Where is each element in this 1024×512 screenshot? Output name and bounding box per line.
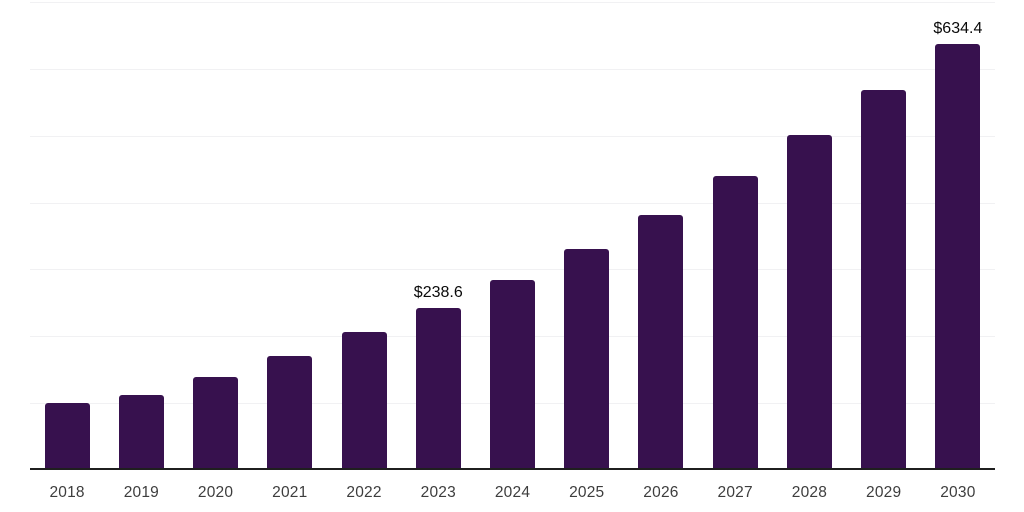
gridline [30,2,995,3]
gridline [30,202,995,204]
x-tick-label: 2021 [272,484,308,501]
x-tick-label: 2023 [420,484,456,501]
value-label-2030: $634.4 [933,19,983,37]
bar-2025 [564,248,610,468]
x-tick-label: 2024 [494,484,531,501]
x-tick-label: 2030 [940,484,976,501]
bar-2023 [415,308,461,468]
bar-2019 [118,394,164,468]
bar-2022 [341,332,387,468]
x-axis-line [30,468,995,470]
x-tick-label: 2022 [346,484,382,501]
bar-2020 [193,376,239,468]
bar-2026 [638,214,684,468]
gridline [30,269,995,271]
x-tick-label: 2025 [569,484,605,501]
x-tick-label: 2029 [865,484,902,501]
bar-2029 [861,89,907,468]
bar-2027 [712,176,758,468]
x-tick-label: 2027 [717,484,753,501]
x-tick-label: 2028 [791,484,828,501]
bar-2030 [935,43,981,468]
x-tick-label: 2019 [123,484,159,501]
value-label-2023: $238.6 [413,284,463,302]
gridline [30,135,995,137]
gridline [30,68,995,70]
x-tick-label: 2026 [643,484,679,501]
x-tick-label: 2018 [49,484,85,501]
bar-2021 [267,356,313,468]
x-tick-label: 2020 [197,484,234,501]
bar-2024 [490,279,535,468]
bar-2028 [786,135,832,468]
bar-2018 [44,402,90,468]
